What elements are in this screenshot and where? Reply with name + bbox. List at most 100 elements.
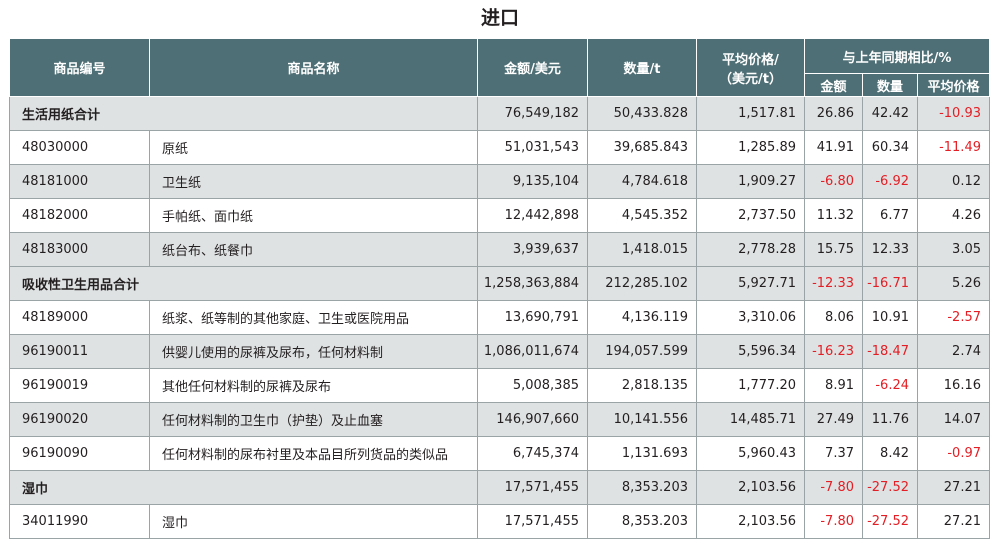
cell-name: 其他任何材料制的尿裤及尿布 bbox=[149, 368, 478, 403]
cell-yoy-amount: 41.91 bbox=[804, 130, 863, 165]
cell-quantity: 10,141.556 bbox=[587, 402, 697, 437]
cell-yoy-avg-price: 27.21 bbox=[917, 504, 990, 539]
cell-code: 96190090 bbox=[9, 436, 150, 471]
cell-yoy-quantity: 11.76 bbox=[862, 402, 918, 437]
table-row: 48189000 纸浆、纸等制的其他家庭、卫生或医院用品 13,690,791 4,1… bbox=[9, 300, 990, 335]
cell-name: 原纸 bbox=[149, 130, 478, 165]
cell-yoy-quantity: 6.77 bbox=[862, 198, 918, 233]
table-row: 48030000 原纸 51,031,543 39,685.843 1,285.89 41… bbox=[9, 130, 990, 165]
page-title: 进口 bbox=[480, 7, 519, 29]
cell-yoy-amount: -7.80 bbox=[804, 470, 863, 505]
cell-yoy-amount: -16.23 bbox=[804, 334, 863, 369]
header-amount: 金额/美元 bbox=[477, 38, 588, 97]
cell-avg-price: 1,909.27 bbox=[696, 164, 805, 199]
cell-yoy-amount: 26.86 bbox=[804, 96, 863, 131]
cell-yoy-quantity: -16.71 bbox=[862, 266, 918, 301]
cell-name: 卫生纸 bbox=[149, 164, 478, 199]
table-row: 96190090 任何材料制的尿布衬里及本品目所列货品的类似品 6,745,374 1… bbox=[9, 436, 990, 471]
cell-quantity: 194,057.599 bbox=[587, 334, 697, 369]
cell-amount: 17,571,455 bbox=[477, 504, 588, 539]
cell-yoy-avg-price: -10.93 bbox=[917, 96, 990, 131]
cell-amount: 76,549,182 bbox=[477, 96, 588, 131]
cell-avg-price: 14,485.71 bbox=[696, 402, 805, 437]
cell-yoy-quantity: -6.24 bbox=[862, 368, 918, 403]
table-row: 34011990 湿巾 17,571,455 8,353.203 2,103.56 -7.… bbox=[9, 504, 990, 539]
cell-name: 纸浆、纸等制的其他家庭、卫生或医院用品 bbox=[149, 300, 478, 335]
cell-name: 任何材料制的尿布衬里及本品目所列货品的类似品 bbox=[149, 436, 478, 471]
header-name: 商品名称 bbox=[149, 38, 478, 97]
table-row: 96190019 其他任何材料制的尿裤及尿布 5,008,385 2,818.135 1… bbox=[9, 368, 990, 403]
table-row: 48181000 卫生纸 9,135,104 4,784.618 1,909.27 -6.… bbox=[9, 164, 990, 199]
cell-yoy-quantity: 12.33 bbox=[862, 232, 918, 267]
cell-amount: 5,008,385 bbox=[477, 368, 588, 403]
cell-yoy-avg-price: 4.26 bbox=[917, 198, 990, 233]
cell-code: 48181000 bbox=[9, 164, 150, 199]
cell-yoy-avg-price: 16.16 bbox=[917, 368, 990, 403]
header-avg-price-line1: 平均价格/ bbox=[722, 52, 779, 68]
cell-avg-price: 2,778.28 bbox=[696, 232, 805, 267]
cell-avg-price: 2,103.56 bbox=[696, 470, 805, 505]
cell-yoy-quantity: 42.42 bbox=[862, 96, 918, 131]
cell-quantity: 212,285.102 bbox=[587, 266, 697, 301]
cell-amount: 9,135,104 bbox=[477, 164, 588, 199]
group-total-row: 湿巾 17,571,455 8,353.203 2,103.56 -7.80 -27.52… bbox=[9, 470, 990, 505]
cell-avg-price: 3,310.06 bbox=[696, 300, 805, 335]
header-yoy: 与上年同期相比/% bbox=[804, 38, 990, 74]
table-row: 48182000 手帕纸、面巾纸 12,442,898 4,545.352 2,737.… bbox=[9, 198, 990, 233]
cell-avg-price: 2,103.56 bbox=[696, 504, 805, 539]
cell-yoy-avg-price: 14.07 bbox=[917, 402, 990, 437]
cell-group-name: 湿巾 bbox=[9, 470, 478, 505]
cell-yoy-amount: 27.49 bbox=[804, 402, 863, 437]
cell-quantity: 4,136.119 bbox=[587, 300, 697, 335]
cell-name: 手帕纸、面巾纸 bbox=[149, 198, 478, 233]
cell-avg-price: 1,517.81 bbox=[696, 96, 805, 131]
cell-name: 纸台布、纸餐巾 bbox=[149, 232, 478, 267]
cell-yoy-amount: 7.37 bbox=[804, 436, 863, 471]
cell-yoy-quantity: 8.42 bbox=[862, 436, 918, 471]
group-total-row: 生活用纸合计 76,549,182 50,433.828 1,517.81 26.86 4… bbox=[9, 96, 990, 131]
cell-yoy-avg-price: 27.21 bbox=[917, 470, 990, 505]
cell-amount: 6,745,374 bbox=[477, 436, 588, 471]
cell-quantity: 2,818.135 bbox=[587, 368, 697, 403]
cell-amount: 51,031,543 bbox=[477, 130, 588, 165]
group-total-row: 吸收性卫生用品合计 1,258,363,884 212,285.102 5,927.7… bbox=[9, 266, 990, 301]
cell-yoy-amount: -7.80 bbox=[804, 504, 863, 539]
cell-avg-price: 1,777.20 bbox=[696, 368, 805, 403]
cell-yoy-quantity: 10.91 bbox=[862, 300, 918, 335]
cell-group-name: 吸收性卫生用品合计 bbox=[9, 266, 478, 301]
cell-code: 48030000 bbox=[9, 130, 150, 165]
cell-amount: 17,571,455 bbox=[477, 470, 588, 505]
cell-code: 48183000 bbox=[9, 232, 150, 267]
header-quantity: 数量/t bbox=[587, 38, 697, 97]
cell-name: 任何材料制的卫生巾（护垫）及止血塞 bbox=[149, 402, 478, 437]
cell-yoy-quantity: -27.52 bbox=[862, 504, 918, 539]
cell-avg-price: 1,285.89 bbox=[696, 130, 805, 165]
cell-yoy-avg-price: 5.26 bbox=[917, 266, 990, 301]
cell-code: 96190019 bbox=[9, 368, 150, 403]
cell-yoy-quantity: 60.34 bbox=[862, 130, 918, 165]
cell-avg-price: 2,737.50 bbox=[696, 198, 805, 233]
cell-avg-price: 5,960.43 bbox=[696, 436, 805, 471]
cell-yoy-amount: -12.33 bbox=[804, 266, 863, 301]
import-table: 商品编号 商品名称 金额/美元 数量/t 平均价格/ （美元/t） 与上年同期相… bbox=[9, 38, 990, 539]
cell-amount: 1,086,011,674 bbox=[477, 334, 588, 369]
cell-name: 湿巾 bbox=[149, 504, 478, 539]
table-row: 48183000 纸台布、纸餐巾 3,939,637 1,418.015 2,778.2… bbox=[9, 232, 990, 267]
table-body: 生活用纸合计 76,549,182 50,433.828 1,517.81 26.86 4… bbox=[9, 96, 990, 539]
header-avg-price-line2: （美元/t） bbox=[719, 71, 782, 87]
cell-yoy-avg-price: -2.57 bbox=[917, 300, 990, 335]
table-row: 96190011 供婴儿使用的尿裤及尿布，任何材料制 1,086,011,674 19… bbox=[9, 334, 990, 369]
cell-quantity: 4,545.352 bbox=[587, 198, 697, 233]
header-yoy-avg-price: 平均价格 bbox=[917, 73, 990, 97]
cell-amount: 1,258,363,884 bbox=[477, 266, 588, 301]
cell-name: 供婴儿使用的尿裤及尿布，任何材料制 bbox=[149, 334, 478, 369]
cell-yoy-avg-price: -11.49 bbox=[917, 130, 990, 165]
cell-quantity: 4,784.618 bbox=[587, 164, 697, 199]
cell-code: 48182000 bbox=[9, 198, 150, 233]
cell-quantity: 39,685.843 bbox=[587, 130, 697, 165]
cell-quantity: 1,418.015 bbox=[587, 232, 697, 267]
cell-avg-price: 5,596.34 bbox=[696, 334, 805, 369]
cell-yoy-avg-price: 2.74 bbox=[917, 334, 990, 369]
header-code: 商品编号 bbox=[9, 38, 150, 97]
header-avg-price: 平均价格/ （美元/t） bbox=[696, 38, 805, 97]
